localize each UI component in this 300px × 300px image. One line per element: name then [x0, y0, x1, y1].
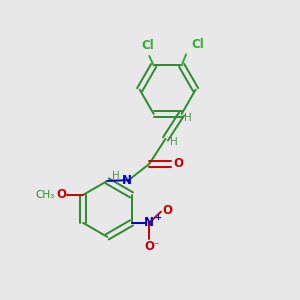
Text: ⁻: ⁻: [154, 242, 159, 251]
Text: Cl: Cl: [191, 38, 204, 51]
Text: H: H: [112, 171, 119, 181]
Text: N: N: [122, 174, 132, 187]
Text: O: O: [144, 240, 154, 253]
Text: CH₃: CH₃: [35, 190, 54, 200]
Text: O: O: [174, 158, 184, 170]
Text: O: O: [57, 188, 67, 201]
Text: H: H: [170, 137, 178, 147]
Text: H: H: [184, 113, 192, 123]
Text: O: O: [163, 204, 172, 217]
Text: +: +: [154, 213, 160, 222]
Text: Cl: Cl: [141, 39, 154, 52]
Text: N: N: [144, 216, 154, 230]
